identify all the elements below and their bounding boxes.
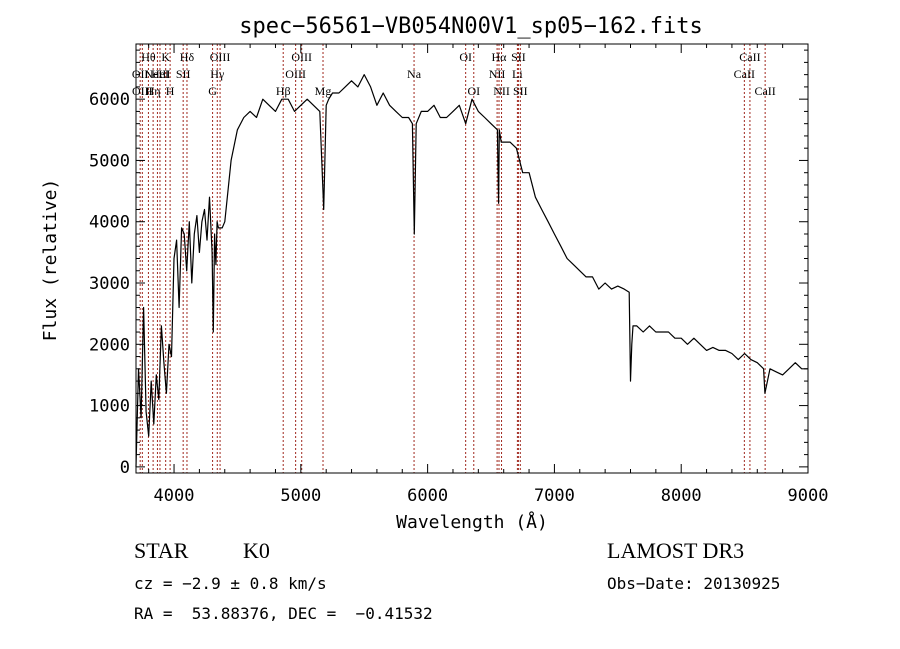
y-tick-label: 5000 [89,151,130,171]
spectral-line-label: Hγ [210,67,225,81]
spectral-line-label: HeI [151,67,169,81]
spectral-line-label: NII [489,67,506,81]
spectral-line-label: CaII [739,50,760,64]
spectral-line-label: NII [493,84,510,98]
y-tick-label: 2000 [89,335,130,355]
spectral-line-label: OIII [210,50,231,64]
spectral-line-label: NeIII [144,67,170,81]
spectral-line-label: OIII [291,50,312,64]
y-tick-label: 1000 [89,397,130,417]
observation-date: Obs−Date: 20130925 [607,574,781,593]
y-tick-label: 3000 [89,274,130,294]
spectral-line-label: Mg [315,84,332,98]
x-axis-ticks: 4000 5000 6000 7000 8000 9000 [148,44,829,506]
x-tick-label: 9000 [788,486,829,506]
spectral-line-label: G [208,84,217,98]
y-axis-ticks: 0 1000 2000 3000 4000 5000 6000 [89,49,808,478]
plot-frame [135,43,809,474]
spectral-line-label: OI [467,84,480,98]
spectral-line-label: Hβ [276,84,291,98]
spectral-line-label: OIII [132,84,153,98]
spectral-line-labels: OIIOIIIHθHηNeIIIHeIKHSIIHδGHγOIIIHβOIIIO… [132,50,776,98]
spectral-line-label: Li [512,67,523,81]
x-axis-label: Wavelength (Å) [396,511,548,533]
object-subclass: K0 [243,538,270,563]
x-tick-label: 8000 [661,486,702,506]
spectral-line-label: SII [513,84,528,98]
spectral-line-label: Hθ [141,50,156,64]
y-axis-label: Flux (relative) [40,179,61,342]
y-tick-label: 0 [120,458,130,478]
spectral-line-label: OIII [285,67,306,81]
y-tick-label: 6000 [89,90,130,110]
spectral-line-label: Hη [146,84,161,98]
spectral-line-label: SII [176,67,191,81]
spectral-line-label: Hα [492,50,508,64]
survey-name: LAMOST DR3 [607,538,745,563]
spectral-line-label: CaII [734,67,755,81]
spectrum-series-line [135,73,808,467]
chart-title: spec−56561−VB054N00V1_sp05−162.fits [239,14,703,39]
spectral-line-label: Hδ [180,50,195,64]
x-tick-label: 4000 [154,486,195,506]
sky-coordinates: RA = 53.88376, DEC = −0.41532 [134,604,433,623]
spectral-line-label: CaII [754,84,775,98]
object-class: STAR [134,538,189,563]
spectral-line-label: SII [511,50,526,64]
x-tick-label: 7000 [534,486,575,506]
x-tick-label: 6000 [407,486,448,506]
x-tick-label: 5000 [280,486,321,506]
spectral-line-label: Na [407,67,422,81]
y-tick-label: 4000 [89,213,130,233]
redshift-velocity: cz = −2.9 ± 0.8 km/s [134,574,327,593]
spectral-line-label: K [161,50,170,64]
spectral-line-label: OI [459,50,472,64]
spectral-line-markers [139,44,766,473]
spectral-line-label: H [166,84,175,98]
